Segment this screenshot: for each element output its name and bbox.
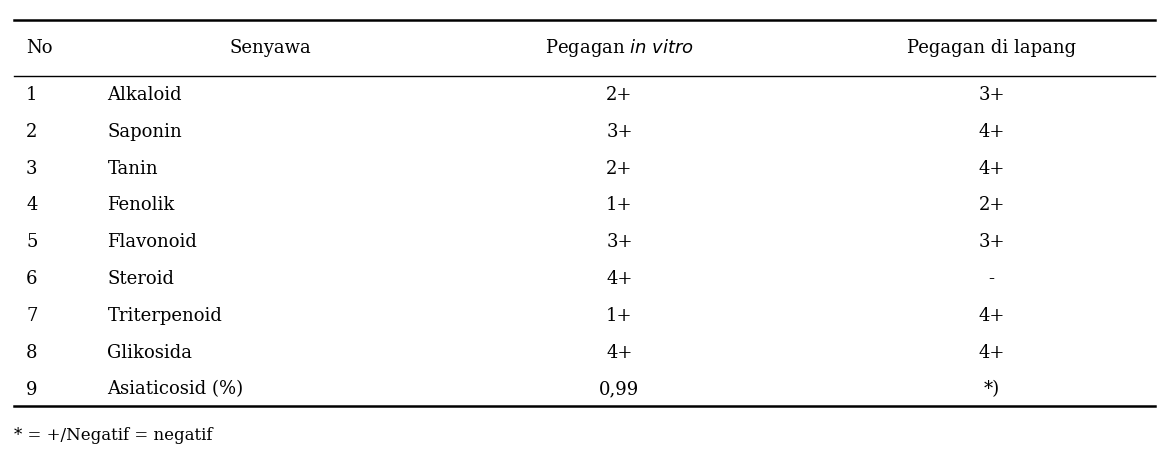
Text: 4+: 4+ (978, 159, 1005, 177)
Text: Senyawa: Senyawa (229, 39, 311, 57)
Text: 3+: 3+ (607, 233, 632, 251)
Text: Flavonoid: Flavonoid (108, 233, 198, 251)
Text: 3: 3 (26, 159, 37, 177)
Text: 4: 4 (26, 196, 37, 214)
Text: Tanin: Tanin (108, 159, 158, 177)
Text: Triterpenoid: Triterpenoid (108, 307, 222, 325)
Text: 7: 7 (26, 307, 37, 325)
Text: Asiaticosid (%): Asiaticosid (%) (108, 381, 243, 399)
Text: 2+: 2+ (607, 86, 632, 104)
Text: 4+: 4+ (978, 123, 1005, 141)
Text: 1+: 1+ (607, 196, 632, 214)
Text: -: - (989, 270, 995, 288)
Text: 2: 2 (26, 123, 37, 141)
Text: *): *) (983, 381, 999, 399)
Text: 9: 9 (26, 381, 37, 399)
Text: Pegagan di lapang: Pegagan di lapang (907, 39, 1077, 57)
Text: 3+: 3+ (978, 233, 1005, 251)
Text: 0,99: 0,99 (600, 381, 639, 399)
Text: * = +/Negatif = negatif: * = +/Negatif = negatif (14, 427, 213, 445)
Text: Glikosida: Glikosida (108, 344, 193, 362)
Text: 4+: 4+ (978, 307, 1005, 325)
Text: 1: 1 (26, 86, 37, 104)
Text: 2+: 2+ (978, 196, 1005, 214)
Text: Alkaloid: Alkaloid (108, 86, 182, 104)
Text: 4+: 4+ (978, 344, 1005, 362)
Text: 3+: 3+ (978, 86, 1005, 104)
Text: No: No (26, 39, 53, 57)
Text: 1+: 1+ (607, 307, 632, 325)
Text: Fenolik: Fenolik (108, 196, 175, 214)
Text: 2+: 2+ (607, 159, 632, 177)
Text: Pegagan $\it{in\ vitro}$: Pegagan $\it{in\ vitro}$ (545, 37, 694, 59)
Text: 8: 8 (26, 344, 37, 362)
Text: 3+: 3+ (607, 123, 632, 141)
Text: 5: 5 (26, 233, 37, 251)
Text: Saponin: Saponin (108, 123, 182, 141)
Text: 6: 6 (26, 270, 37, 288)
Text: 4+: 4+ (607, 344, 632, 362)
Text: Steroid: Steroid (108, 270, 174, 288)
Text: 4+: 4+ (607, 270, 632, 288)
